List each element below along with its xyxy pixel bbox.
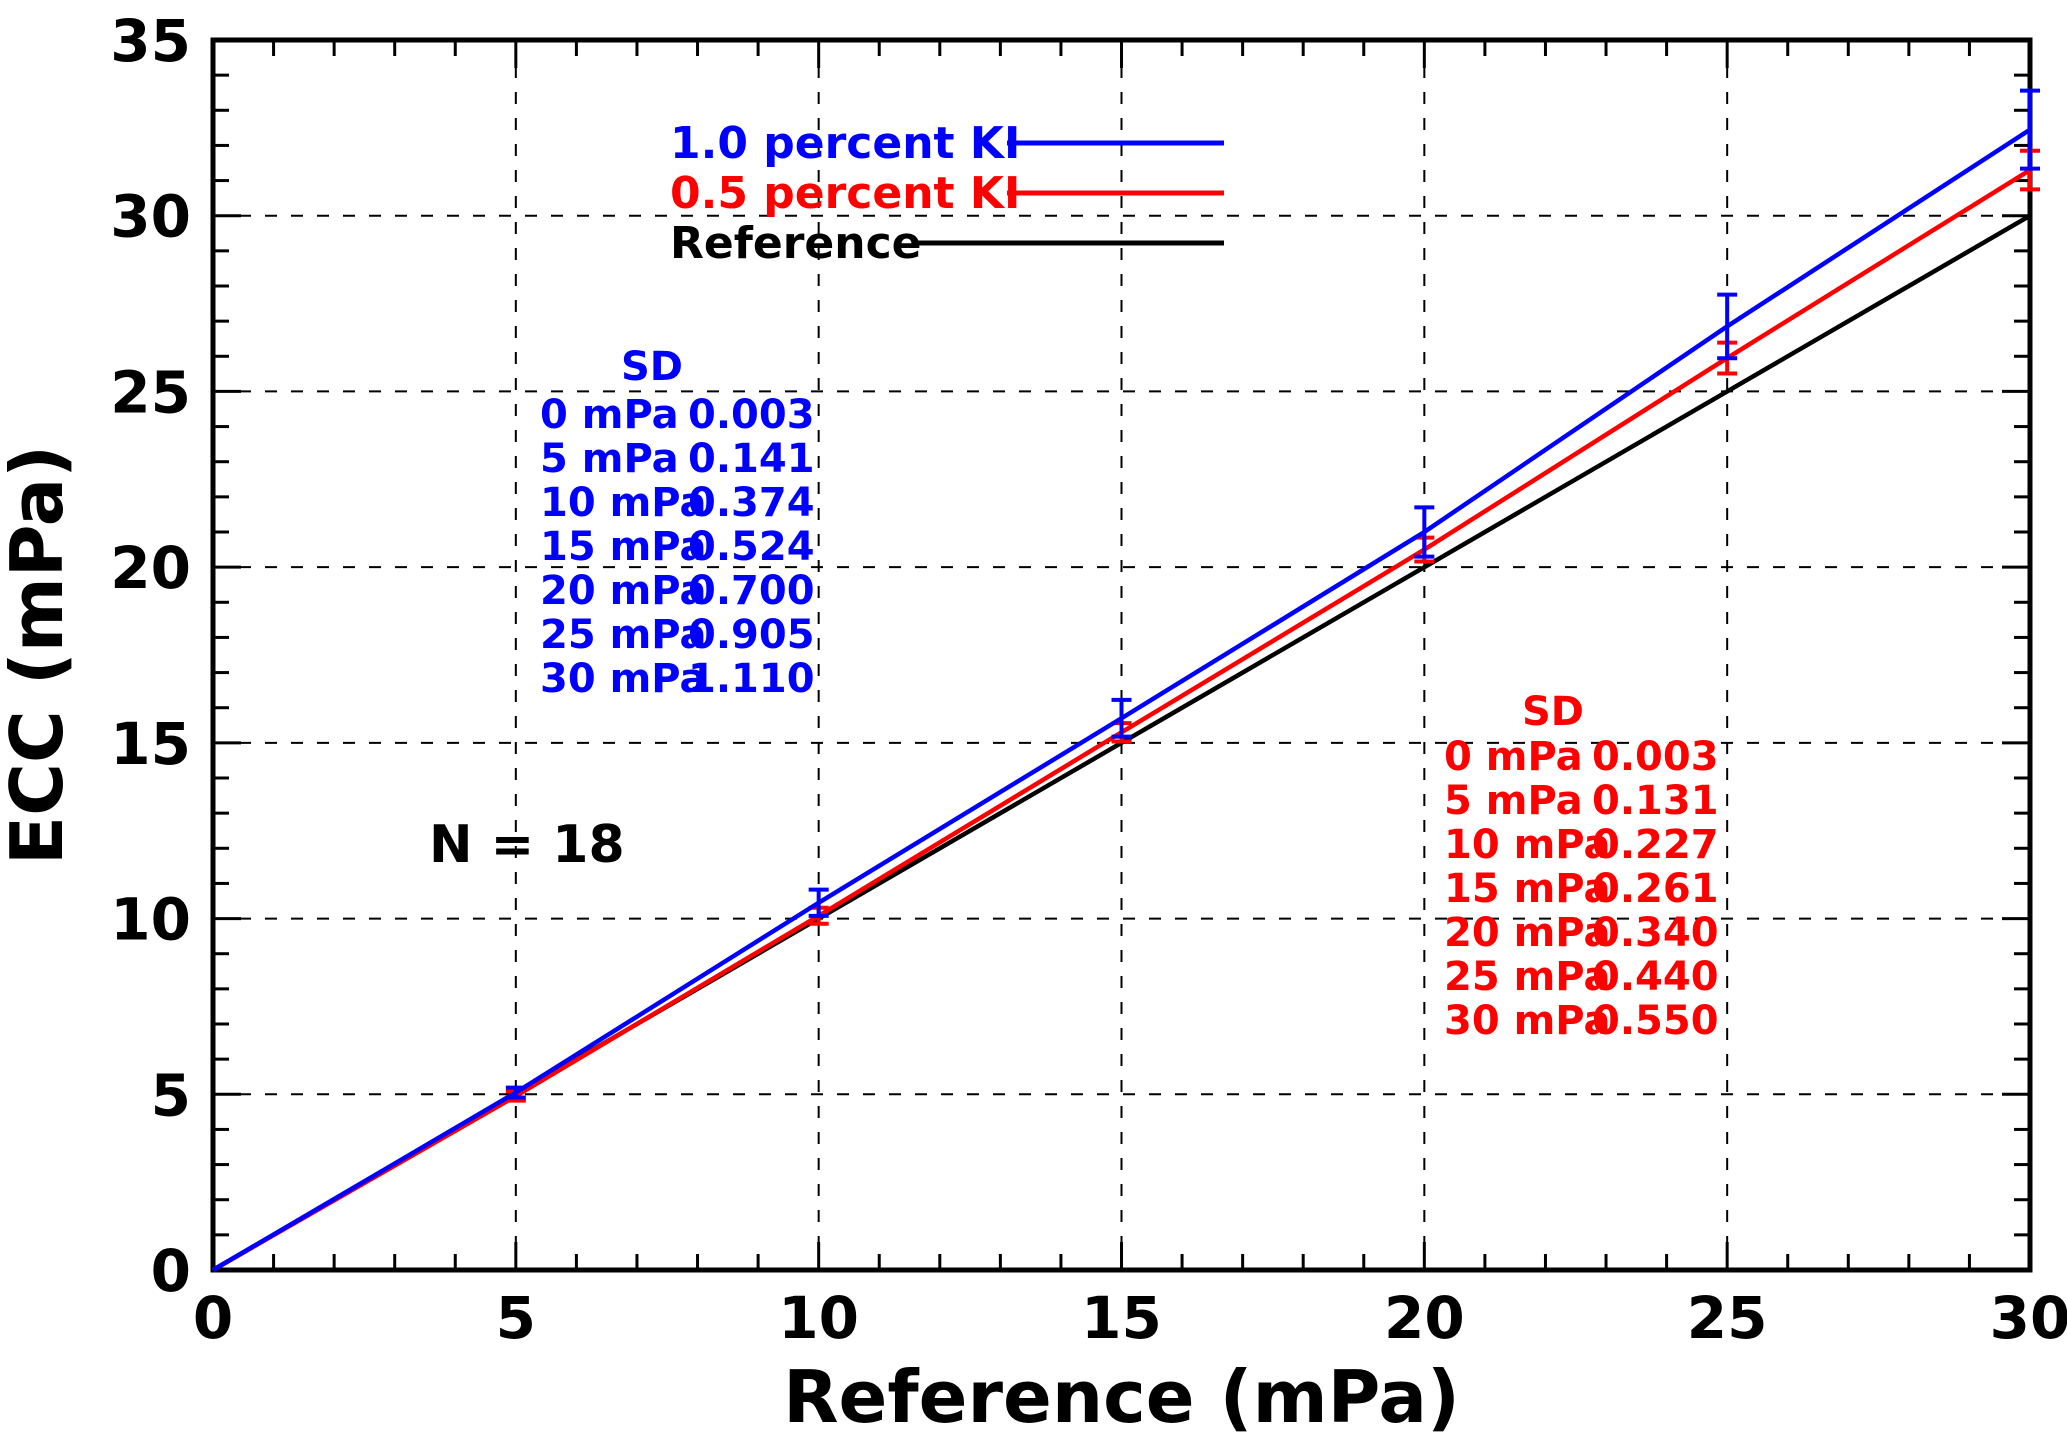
x-axis-title: Reference (mPa) [783,1355,1460,1439]
legend-label-1: 0.5 percent KI [670,168,1020,219]
sd-row-value: 0.340 [1592,910,1719,956]
x-tick-label-10: 10 [778,1284,859,1352]
sd-table-header: SD [621,344,683,390]
series [211,88,2040,1272]
n-annotation: N = 18 [429,815,625,875]
sd-row-label: 5 mPa [1444,778,1583,824]
plot-frame [210,37,2033,1273]
x-tick-label-0: 0 [193,1284,233,1352]
sd-row-value: 0.550 [1592,998,1719,1044]
y-tick-label-25: 25 [110,358,191,426]
y-axis-title: ECC (mPa) [0,445,79,865]
sd-row-value: 0.141 [688,436,815,482]
sd-row-value: 0.524 [688,524,815,570]
sd-row-value: 0.003 [1592,734,1719,780]
x-tick-label-25: 25 [1687,1284,1768,1352]
sd-row-label: 25 mPa [1444,954,1611,1000]
sd-row-value: 0.131 [1592,778,1719,824]
x-tick-label-30: 30 [1990,1284,2067,1352]
x-tick-labels: 0 5 10 15 20 25 30 [193,1284,2067,1352]
sd-row-label: 10 mPa [1444,822,1611,868]
legend-label-0: 1.0 percent KI [670,118,1020,169]
sd-row-value: 0.440 [1592,954,1719,1000]
sd-row-label: 20 mPa [1444,910,1611,956]
y-tick-label-35: 35 [110,7,191,75]
sd-row-value: 1.110 [688,656,815,702]
sd-row-label: 25 mPa [540,612,707,658]
sd-row-label: 5 mPa [540,436,679,482]
x-tick-label-20: 20 [1384,1284,1465,1352]
y-tick-label-10: 10 [110,886,191,954]
y-tick-label-5: 5 [151,1061,191,1129]
y-tick-label-15: 15 [110,710,191,778]
sd-row-value: 0.261 [1592,866,1719,912]
sd-row-label: 30 mPa [540,656,707,702]
sd-row-label: 0 mPa [540,392,679,438]
y-tick-labels: 0 5 10 15 20 25 30 35 [110,7,191,1305]
x-tick-label-15: 15 [1081,1284,1162,1352]
sd-table-header: SD [1522,689,1584,735]
y-tick-label-20: 20 [110,534,191,602]
y-tick-label-30: 30 [110,183,191,251]
x-tick-label-5: 5 [496,1284,536,1352]
sd-row-value: 0.003 [688,392,815,438]
sd-row-label: 20 mPa [540,568,707,614]
sd-row-label: 15 mPa [540,524,707,570]
sd-row-label: 15 mPa [1444,866,1611,912]
sd-row-value: 0.227 [1592,822,1719,868]
sd-row-label: 10 mPa [540,480,707,526]
sd-row-value: 0.700 [688,568,815,614]
sd-row-value: 0.374 [688,480,815,526]
sd-row-value: 0.905 [688,612,815,658]
sd-row-label: 30 mPa [1444,998,1611,1044]
y-tick-label-0: 0 [151,1237,191,1305]
legend-label-2: Reference [670,218,922,269]
sd-row-label: 0 mPa [1444,734,1583,780]
